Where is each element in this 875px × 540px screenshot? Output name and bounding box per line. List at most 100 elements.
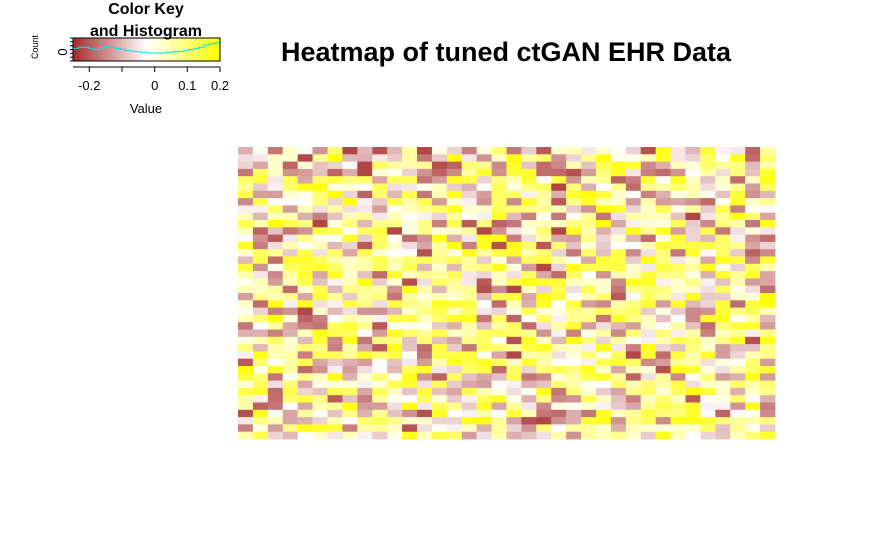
heatmap-cell	[431, 402, 448, 411]
heatmap-cell	[267, 278, 284, 287]
heatmap-cell	[282, 431, 299, 440]
heatmap-cell	[581, 212, 597, 221]
heatmap-cell	[446, 190, 463, 199]
heatmap-cell	[387, 190, 403, 199]
heatmap-cell	[282, 241, 299, 250]
heatmap-cell	[610, 176, 627, 184]
heatmap-cell	[327, 168, 343, 177]
heatmap-cell	[327, 409, 343, 418]
heatmap-cell	[581, 300, 597, 308]
heatmap-cell	[431, 212, 448, 221]
heatmap-cell	[700, 307, 716, 316]
heatmap-cell	[387, 431, 403, 440]
heatmap-cell	[491, 234, 507, 243]
heatmap-cell	[267, 329, 284, 338]
heatmap-cell	[312, 409, 328, 418]
heatmap-cell	[730, 358, 746, 367]
heatmap-cell	[551, 424, 567, 433]
heatmap-cell	[521, 307, 537, 316]
heatmap-cell	[342, 278, 358, 287]
heatmap-cell	[760, 366, 776, 374]
heatmap-cell	[446, 431, 463, 440]
color-key-swatch	[129, 38, 133, 61]
heatmap-cell	[670, 380, 686, 389]
heatmap-cell	[238, 168, 254, 177]
heatmap-cell	[625, 241, 642, 250]
heatmap-cell	[730, 300, 746, 308]
heatmap-cell	[715, 234, 731, 243]
heatmap-cell	[327, 314, 343, 323]
heatmap-cell	[446, 154, 463, 162]
heatmap-cell	[506, 278, 522, 287]
heatmap-cell	[252, 424, 269, 433]
heatmap-cell	[566, 241, 582, 250]
heatmap-cell	[760, 168, 776, 177]
heatmap-cell	[431, 380, 448, 389]
heatmap-cell	[685, 147, 701, 155]
heatmap-cell	[596, 198, 612, 206]
heatmap-cell	[461, 154, 478, 162]
heatmap-cell	[372, 212, 388, 221]
heatmap-cell	[461, 241, 478, 250]
heatmap-cell	[387, 307, 403, 316]
heatmap-cell	[327, 358, 343, 367]
heatmap-cell	[760, 387, 776, 396]
heatmap-cell	[357, 285, 373, 294]
heatmap-cell	[312, 147, 328, 155]
heatmap-cell	[461, 205, 478, 214]
heatmap-cell	[625, 409, 642, 418]
heatmap-cell	[312, 227, 328, 235]
heatmap-cell	[596, 395, 612, 403]
heatmap-cell	[700, 424, 716, 433]
heatmap-cell	[417, 344, 433, 352]
heatmap-cell	[372, 424, 388, 433]
heatmap-cell	[581, 176, 597, 184]
heatmap-cell	[551, 293, 567, 301]
heatmap-cell	[655, 351, 671, 360]
heatmap-cell	[282, 387, 299, 396]
heatmap-cell	[625, 344, 642, 352]
heatmap-cell	[581, 373, 597, 381]
heatmap-cell	[596, 234, 612, 243]
heatmap-cell	[536, 234, 552, 243]
heatmap-cell	[581, 314, 597, 323]
heatmap-cell	[715, 205, 731, 214]
heatmap-cell	[700, 249, 716, 257]
heatmap-cell	[730, 198, 746, 206]
heatmap-cell	[566, 380, 582, 389]
heatmap-cell	[357, 241, 373, 250]
color-key-swatch	[202, 38, 206, 61]
heatmap-cell	[342, 227, 358, 235]
heatmap-cell	[760, 351, 776, 360]
heatmap-cell	[551, 190, 567, 199]
heatmap-cell	[431, 234, 448, 243]
heatmap-cell	[252, 190, 269, 199]
heatmap-cell	[521, 293, 537, 301]
heatmap-cell	[640, 220, 657, 228]
heatmap-cell	[252, 344, 269, 352]
heatmap-cell	[685, 161, 701, 170]
heatmap-cell	[700, 154, 716, 162]
heatmap-cell	[387, 417, 403, 425]
heatmap-cell	[536, 336, 552, 345]
heatmap-cell	[417, 147, 433, 155]
heatmap-cell	[610, 336, 627, 345]
heatmap-cell	[402, 402, 418, 411]
heatmap-cell	[521, 431, 537, 440]
heatmap-cell	[476, 190, 492, 199]
heatmap-cell	[566, 424, 582, 433]
heatmap-cell	[476, 314, 492, 323]
heatmap-cell	[372, 351, 388, 360]
heatmap-cell	[715, 293, 731, 301]
heatmap-cell	[730, 424, 746, 433]
heatmap-cell	[461, 249, 478, 257]
heatmap-cell	[625, 190, 642, 199]
heatmap-cell	[506, 198, 522, 206]
heatmap-cell	[551, 351, 567, 360]
heatmap-cell	[461, 227, 478, 235]
heatmap-cell	[506, 190, 522, 199]
heatmap-cell	[417, 271, 433, 279]
heatmap-cell	[596, 241, 612, 250]
heatmap-cell	[238, 183, 254, 192]
heatmap-cell	[476, 387, 492, 396]
